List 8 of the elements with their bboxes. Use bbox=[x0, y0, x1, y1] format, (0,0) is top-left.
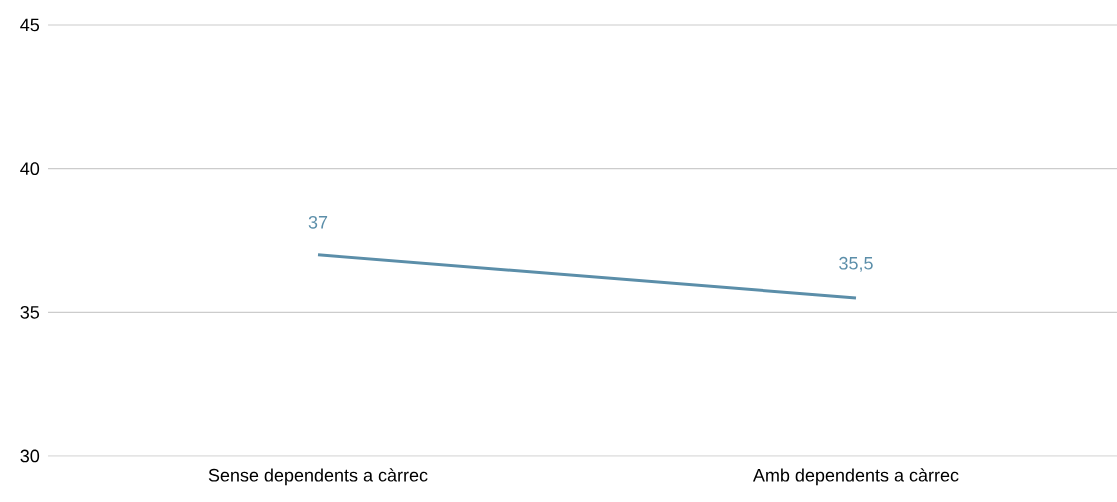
x-tick-label: Amb dependents a càrrec bbox=[752, 468, 959, 486]
y-tick-label: 30 bbox=[20, 449, 40, 463]
data-label: 35,5 bbox=[839, 256, 873, 272]
x-tick-label: Sense dependents a càrrec bbox=[208, 468, 428, 486]
y-tick-label: 35 bbox=[20, 305, 40, 319]
y-tick-label: 45 bbox=[20, 18, 40, 32]
y-tick-label: 40 bbox=[20, 162, 40, 176]
data-label: 37 bbox=[308, 215, 328, 229]
